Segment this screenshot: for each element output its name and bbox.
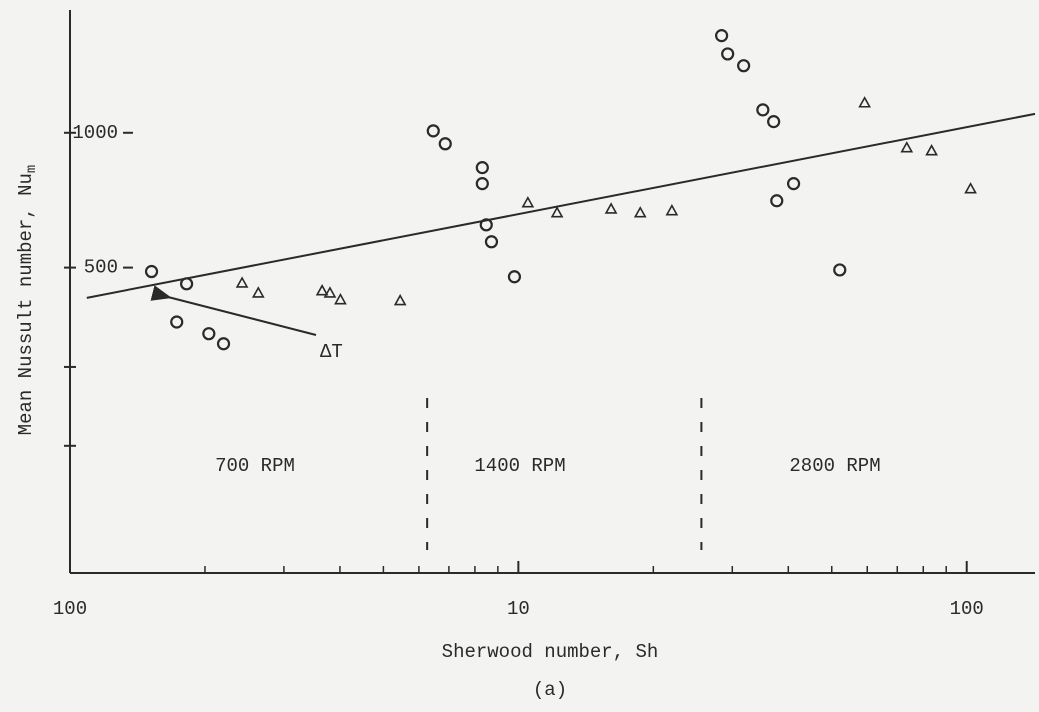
x-axis-label: Sherwood number, Sh — [442, 641, 659, 663]
triangle-point — [633, 206, 647, 218]
y-tick-label: 500 — [84, 257, 118, 279]
triangle-point — [315, 284, 329, 296]
circle-point — [737, 59, 751, 73]
annotation: ΔT — [320, 341, 343, 363]
triangle-point — [900, 141, 914, 153]
circle-point — [715, 29, 729, 43]
fit-line — [86, 112, 1036, 299]
circle-point — [484, 235, 499, 249]
circle-point — [180, 277, 194, 291]
triangle-point — [665, 204, 679, 216]
circle-point — [833, 263, 847, 277]
triangle-point — [393, 293, 407, 306]
x-tick-label: 10 — [507, 598, 530, 620]
triangle-point — [925, 144, 938, 156]
circle-point — [475, 161, 489, 175]
triangle-point — [964, 182, 977, 194]
triangle-point — [251, 286, 265, 298]
circle-point — [438, 137, 452, 151]
circle-point — [507, 270, 522, 284]
circle-point — [170, 315, 184, 329]
y-axis-label-main: Mean Nussult number, Nu — [15, 173, 37, 435]
triangle-point — [323, 286, 337, 298]
circle-point — [426, 124, 440, 138]
circle-point — [475, 177, 489, 191]
circle-point — [479, 218, 493, 232]
region-label: 700 RPM — [215, 455, 295, 477]
circle-point — [756, 103, 770, 117]
caption: (a) — [533, 679, 567, 701]
triangle-point — [550, 206, 564, 218]
region-label: 1400 RPM — [474, 455, 565, 477]
triangle-point — [334, 293, 347, 305]
circle-point — [721, 47, 735, 61]
circle-point — [770, 194, 784, 208]
region-label: 2800 RPM — [789, 455, 880, 477]
triangle-point — [235, 276, 249, 288]
triangle-point — [521, 196, 535, 208]
circle-point — [202, 327, 216, 341]
circle-point — [144, 264, 159, 279]
y-axis-label: Mean Nussult number, Num — [15, 165, 40, 436]
y-tick-label: 1000 — [72, 122, 118, 144]
triangle-point — [604, 202, 618, 214]
circle-point — [767, 115, 781, 129]
circle-point — [216, 337, 231, 351]
annotation-arrow — [150, 285, 317, 336]
triangle-point — [858, 96, 871, 108]
x-tick-label: 100 — [53, 598, 87, 620]
circle-point — [786, 177, 801, 191]
x-tick-label: 100 — [950, 598, 984, 620]
y-axis-label-sub: m — [24, 165, 40, 173]
